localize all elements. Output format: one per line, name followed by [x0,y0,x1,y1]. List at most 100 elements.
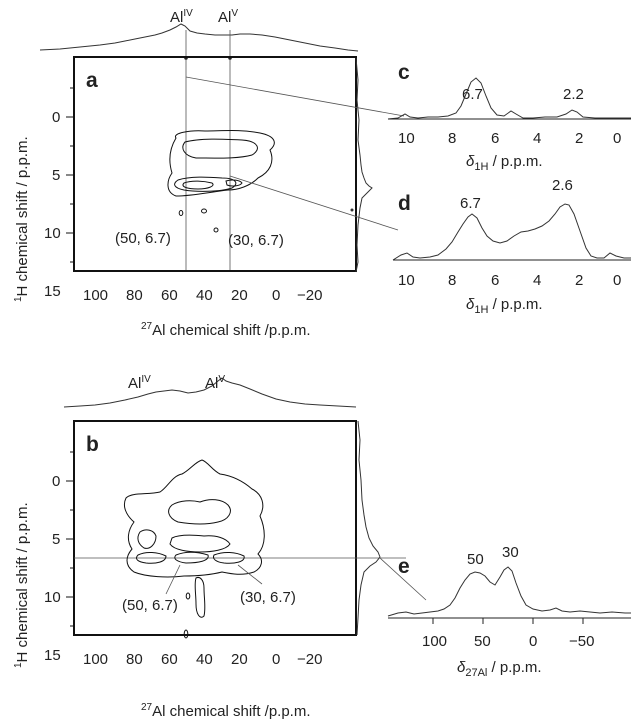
panel-b: AlIV AlV b (50, 6.7) (30, 6.7) [13,374,406,720]
panel-b-ytick-5: 5 [52,531,60,548]
panel-b-right-projection [356,420,381,636]
panel-a-xtick-20: 20 [231,287,248,304]
panel-b-ytick-0: 0 [52,473,60,490]
panel-d-label: d [398,192,411,215]
panel-c-xtick-0: 0 [613,130,621,147]
panel-b-xtick-40: 40 [196,651,213,668]
panel-a-annotation-50-6-7: (50, 6.7) [115,230,171,247]
connector-a-to-d [229,175,399,231]
panel-b-x-axis-label: 27Al chemical shift /p.p.m. [141,702,311,720]
panel-d-xtick-0: 0 [613,272,621,289]
panel-c-xtick-4: 4 [533,130,541,147]
panel-e-xtick-50: 50 [474,633,491,650]
panel-c-peak-6-7: 6.7 [462,86,483,103]
panel-a-right-projection [355,57,373,273]
panel-b-leader-50 [165,564,181,595]
connector-a-dot [350,208,354,212]
panel-e-x-ticks-marks [432,618,584,624]
panel-c-xtick-2: 2 [575,130,583,147]
panel-a-contour-upper [182,138,258,159]
panel-b-annotation-50-6-7: (50, 6.7) [122,597,178,614]
panel-e-label: e [398,555,410,578]
panel-d: d 6.7 2.6 10 8 6 4 2 0 δ1H / p.p.m. [392,177,631,316]
panel-e-xtick-0: 0 [529,633,537,650]
panel-c-x-axis-label: δ1H / p.p.m. [466,153,543,173]
panel-a-contour-dot-2 [201,208,207,214]
panel-a-label: a [86,69,98,92]
panel-a-xtick-80: 80 [126,287,143,304]
panel-e-peak-50: 50 [467,551,484,568]
panel-a: AlIV AlV a (50, 6.7) (30, 6.7) [13,8,373,339]
panel-a-xtick-100: 100 [83,287,108,304]
panel-b-y-ticks: 0 5 10 15 [44,451,74,664]
panel-b-top-projection [63,377,357,408]
panel-c-spectrum [387,77,631,120]
panel-a-top-projection [39,23,359,52]
panel-b-contours [123,459,265,639]
panel-b-leader-30 [237,564,263,585]
panel-d-xtick-8: 8 [448,272,456,289]
panel-a-xtick-60: 60 [161,287,178,304]
panel-b-contour-outer [123,459,265,578]
panel-a-y-axis-label: 1H chemical shift / p.p.m. [13,136,31,302]
panel-c-label: c [398,61,410,84]
panel-a-contour-dot-3 [213,227,219,233]
panel-c-x-ticks: 10 8 6 4 2 0 [398,130,621,147]
panel-c-xtick-8: 8 [448,130,456,147]
panel-e: e 50 30 100 50 0 −50 δ27Al / p.p.m. [387,544,631,679]
panel-a-x-axis-label: 27Al chemical shift /p.p.m. [141,321,311,339]
panel-b-ytick-10: 10 [44,589,61,606]
panel-b-contour-inner-mid [169,534,231,553]
panel-a-contour-right-small [225,179,243,187]
panel-b-contour-row-mid [174,551,209,564]
panel-b-xtick-minus20: −20 [297,651,322,668]
panel-d-peak-2-6: 2.6 [552,177,573,194]
panel-b-xtick-60: 60 [161,651,178,668]
panel-d-spectrum [392,203,631,261]
panel-d-xtick-4: 4 [533,272,541,289]
panel-e-xtick-100: 100 [422,633,447,650]
panel-a-contour-dot-1 [178,210,184,216]
panel-d-x-ticks: 10 8 6 4 2 0 [398,272,621,289]
panel-d-xtick-6: 6 [491,272,499,289]
panel-a-y-ticks: 0 5 10 15 [44,87,74,300]
panel-e-x-ticks: 100 50 0 −50 [422,633,594,650]
panel-b-contour-inner-top [168,499,231,525]
panel-b-contour-inner-left [137,529,157,549]
panel-c-peak-2-2: 2.2 [563,86,584,103]
panel-a-xtick-minus20: −20 [297,287,322,304]
panel-e-peak-30: 30 [502,544,519,561]
panel-b-contour-row-right [213,552,245,564]
panel-a-ytick-5: 5 [52,167,60,184]
panel-b-contour-tail [194,577,206,618]
panel-b-al-iv-label: AlIV [128,374,151,392]
panel-a-contour-outer [167,130,275,197]
panel-b-al-v-label: AlV [205,374,225,392]
panel-b-contour-dot-1 [183,629,189,639]
panel-c: c 6.7 2.2 10 8 6 4 2 0 δ1H / p.p.m. [387,61,631,173]
panel-a-xtick-40: 40 [196,287,213,304]
panel-b-contour-dot-2 [185,592,191,600]
panel-a-al-iv-label: AlIV [170,8,193,26]
panel-b-xtick-0: 0 [272,651,280,668]
panel-a-annotation-30-6-7: (30, 6.7) [228,232,284,249]
connector-b-to-e [379,557,427,601]
panel-b-frame [73,420,357,636]
panel-e-x-axis-label: δ27Al / p.p.m. [457,659,542,679]
panel-b-contour-row-left [135,552,167,564]
connector-a-to-c [185,76,405,117]
panel-b-x-ticks: 100 80 60 40 20 0 −20 [83,651,322,668]
panel-a-x-ticks: 100 80 60 40 20 0 −20 [83,287,322,304]
panel-b-ytick-15: 15 [44,647,61,664]
panel-a-frame [73,56,357,272]
panel-a-ytick-0: 0 [52,109,60,126]
panel-d-x-axis-label: δ1H / p.p.m. [466,296,543,316]
panel-c-xtick-10: 10 [398,130,415,147]
panel-a-ytick-10: 10 [44,225,61,242]
panel-d-peak-6-7: 6.7 [460,195,481,212]
panel-a-contours [167,130,275,233]
panel-a-al-v-label: AlV [218,8,238,26]
panel-e-spectrum [387,566,631,617]
panel-b-xtick-20: 20 [231,651,248,668]
